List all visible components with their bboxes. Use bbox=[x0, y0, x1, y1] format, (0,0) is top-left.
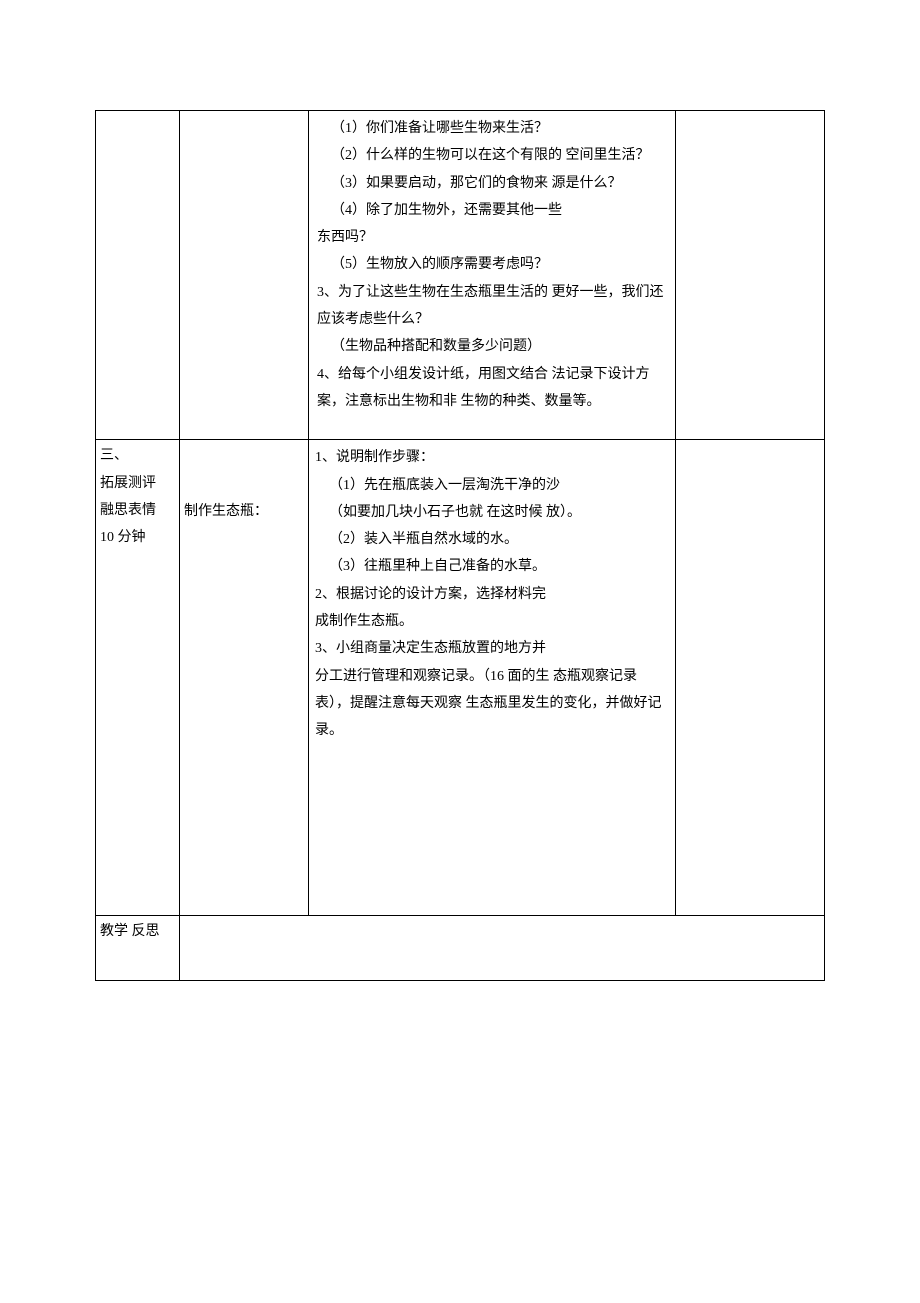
text-line: （5）生物放入的顺序需要考虑吗？ bbox=[317, 251, 667, 278]
text-line: 3、为了让这些生物在生态瓶里生活的 更好一些，我们还应该考虑些什么？ bbox=[317, 279, 667, 334]
text-line: 1、说明制作步骤： bbox=[315, 444, 669, 471]
text-line: 东西吗？ bbox=[317, 224, 667, 251]
table-row: （1）你们准备让哪些生物来生活？ （2）什么样的生物可以在这个有限的 空间里生活… bbox=[96, 111, 825, 440]
row3-merged bbox=[180, 915, 825, 980]
text-line: 三、 bbox=[100, 442, 175, 469]
text-line: （生物品种搭配和数量多少问题） bbox=[317, 333, 667, 360]
row1-col2 bbox=[180, 111, 309, 440]
row1-col1 bbox=[96, 111, 180, 440]
row2-col1: 三、 拓展测评 融思表情 10 分钟 bbox=[96, 440, 180, 915]
text-line: 2、根据讨论的设计方案，选择材料完 bbox=[315, 581, 669, 608]
row2-col3: 1、说明制作步骤： （1）先在瓶底装入一层淘洗干净的沙 （如要加几块小石子也就 … bbox=[309, 440, 676, 915]
text-line: 3、小组商量决定生态瓶放置的地方并 bbox=[315, 635, 669, 662]
text-line: 10 分钟 bbox=[100, 524, 175, 551]
row2-col4 bbox=[676, 440, 825, 915]
table-row: 教学 反思 bbox=[96, 915, 825, 980]
text-line: 4、给每个小组发设计纸，用图文结合 法记录下设计方案，注意标出生物和非 生物的种… bbox=[317, 361, 667, 416]
text-line: （如要加几块小石子也就 在这时候 放）。 bbox=[315, 499, 669, 526]
row3-col1: 教学 反思 bbox=[96, 915, 180, 980]
text-line: （3）往瓶里种上自己准备的水草。 bbox=[315, 553, 669, 580]
row1-col4 bbox=[676, 111, 825, 440]
text-line: 成制作生态瓶。 bbox=[315, 608, 669, 635]
page: （1）你们准备让哪些生物来生活？ （2）什么样的生物可以在这个有限的 空间里生活… bbox=[0, 0, 920, 1303]
text-line: （2）什么样的生物可以在这个有限的 空间里生活？ bbox=[317, 142, 667, 169]
row1-col3: （1）你们准备让哪些生物来生活？ （2）什么样的生物可以在这个有限的 空间里生活… bbox=[309, 111, 676, 440]
text-line: （2）装入半瓶自然水域的水。 bbox=[315, 526, 669, 553]
table-row: 三、 拓展测评 融思表情 10 分钟 制作生态瓶： 1、说明制作步骤： （1）先… bbox=[96, 440, 825, 915]
row2-col2: 制作生态瓶： bbox=[180, 440, 309, 915]
lesson-plan-table: （1）你们准备让哪些生物来生活？ （2）什么样的生物可以在这个有限的 空间里生活… bbox=[95, 110, 825, 981]
text-line: （4）除了加生物外，还需要其他一些 bbox=[317, 197, 667, 224]
text-line: 分工进行管理和观察记录。（16 面的生 态瓶观察记录表），提醒注意每天观察 生态… bbox=[315, 663, 669, 745]
text-line: （3）如果要启动，那它们的食物来 源是什么？ bbox=[317, 170, 667, 197]
text-line: 拓展测评 bbox=[100, 470, 175, 497]
text-line: （1）你们准备让哪些生物来生活？ bbox=[317, 115, 667, 142]
text-line: （1）先在瓶底装入一层淘洗干净的沙 bbox=[315, 472, 669, 499]
text-line: 融思表情 bbox=[100, 497, 175, 524]
